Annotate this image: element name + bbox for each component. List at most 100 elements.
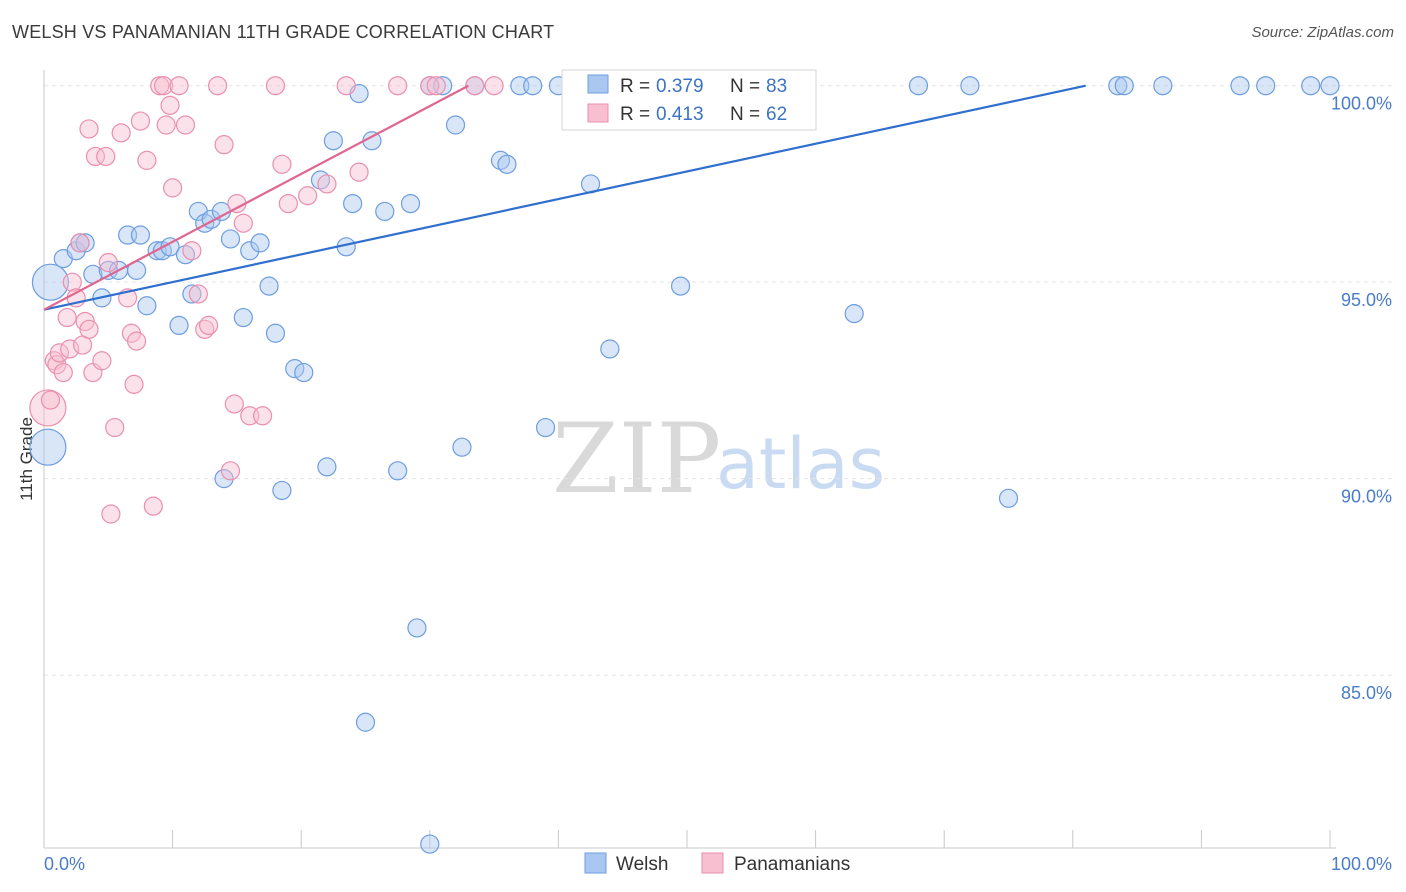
welsh-point: [908, 76, 929, 96]
y-tick-label: 100.0%: [1331, 94, 1392, 114]
panamanian-point: [98, 252, 118, 273]
panamanian-point: [349, 162, 369, 182]
panamanian-point: [298, 186, 318, 206]
panamanian-point: [29, 389, 67, 427]
welsh-point: [1230, 76, 1250, 96]
panamanian-point: [484, 76, 504, 96]
x-tick-label: 100.0%: [1331, 854, 1392, 874]
legend-swatch-welsh: [587, 74, 609, 94]
welsh-points: [29, 76, 1340, 854]
panamanian-trendline: [43, 84, 469, 311]
panamanian-point: [336, 76, 356, 96]
welsh-point: [670, 276, 691, 296]
welsh-point: [600, 339, 620, 359]
welsh-point: [250, 233, 270, 253]
legend-r-value-panamanians: 0.413: [656, 104, 704, 125]
panamanian-point: [420, 76, 440, 96]
panamanian-point: [426, 76, 446, 96]
legend-n-value-panamanians: 62: [766, 104, 787, 125]
y-axis-label: 11th Grade: [17, 417, 36, 501]
panamanian-point: [105, 417, 125, 438]
panamanian-point: [60, 339, 80, 359]
panamanian-point: [40, 390, 61, 410]
legend-n-label-welsh: N =: [730, 76, 760, 97]
welsh-point: [535, 417, 556, 438]
welsh-point: [420, 834, 440, 854]
panamanian-point: [111, 123, 131, 143]
welsh-point: [75, 233, 95, 253]
panamanian-point: [224, 394, 244, 414]
legend-swatch-panamanians: [587, 103, 609, 123]
welsh-point: [388, 461, 408, 481]
axes: [43, 70, 1336, 849]
panamanian-point: [199, 315, 219, 336]
welsh-point: [452, 437, 472, 457]
panamanian-point: [160, 95, 180, 115]
y-tick-label: 95.0%: [1341, 290, 1392, 310]
panamanian-point: [96, 146, 116, 167]
panamanian-point: [70, 233, 90, 253]
chart-title: WELSH VS PANAMANIAN 11TH GRADE CORRELATI…: [12, 22, 555, 42]
panamanian-point: [388, 76, 408, 96]
panamanian-point: [214, 135, 234, 155]
panamanian-point: [153, 76, 174, 96]
trendlines: [43, 84, 1086, 311]
welsh-point: [355, 712, 376, 732]
welsh-point: [233, 307, 253, 328]
panamanian-point: [220, 461, 241, 481]
panamanian-point: [188, 284, 208, 304]
welsh-point: [960, 76, 980, 96]
panamanian-point: [272, 154, 292, 174]
panamanian-point: [85, 146, 106, 167]
panamanian-point: [137, 150, 157, 170]
welsh-point: [445, 115, 466, 135]
welsh-point: [998, 488, 1019, 508]
panamanian-point: [182, 241, 202, 261]
panamanian-point: [253, 406, 273, 426]
panamanian-point: [143, 496, 163, 516]
welsh-point: [1301, 76, 1321, 96]
welsh-trendline: [43, 84, 1086, 311]
welsh-point: [31, 263, 70, 301]
panamanian-point: [265, 76, 286, 96]
x-tick-labels: 0.0% 100.0%: [44, 854, 1392, 874]
panamanian-point: [126, 331, 147, 351]
y-tick-labels: 85.0% 90.0% 95.0% 100.0%: [1331, 94, 1392, 703]
watermark-zip: ZIP: [552, 403, 721, 515]
bottom-legend-label-welsh: Welsh: [616, 854, 668, 875]
legend-box: R = 0.379 N = 83 R = 0.413 N = 62: [561, 69, 817, 131]
welsh-point: [1114, 76, 1134, 96]
welsh-point: [214, 469, 234, 489]
welsh-point: [1320, 76, 1340, 96]
welsh-point: [523, 76, 543, 96]
welsh-point: [1153, 76, 1173, 96]
welsh-point: [497, 154, 517, 174]
panamanian-point: [278, 193, 298, 214]
welsh-point: [182, 284, 202, 304]
source-label: Source: ZipAtlas.com: [1251, 24, 1394, 41]
welsh-point: [265, 323, 286, 343]
welsh-point: [294, 362, 314, 383]
welsh-point: [343, 193, 363, 214]
panamanian-point: [47, 355, 67, 375]
bottom-legend: Welsh Panamanians: [584, 852, 850, 875]
welsh-point: [169, 315, 189, 336]
welsh-point: [29, 428, 67, 466]
welsh-point: [259, 276, 279, 296]
bottom-legend-swatch-panamanians: [701, 852, 724, 874]
panamanian-points: [29, 76, 581, 524]
welsh-point: [272, 480, 292, 501]
panamanian-point: [79, 119, 99, 139]
panamanian-point: [175, 115, 196, 135]
panamanian-point: [169, 76, 189, 96]
panamanian-point: [101, 504, 121, 524]
legend-r-label-panamanians: R =: [620, 104, 650, 125]
welsh-point: [323, 131, 343, 151]
panamanian-point: [465, 76, 485, 96]
legend-n-label-panamanians: N =: [730, 104, 760, 125]
welsh-point: [1108, 76, 1128, 96]
panamanian-point: [53, 362, 73, 383]
legend-r-value-welsh: 0.379: [656, 76, 704, 97]
welsh-point: [220, 229, 241, 249]
bottom-legend-swatch-welsh: [584, 852, 607, 874]
